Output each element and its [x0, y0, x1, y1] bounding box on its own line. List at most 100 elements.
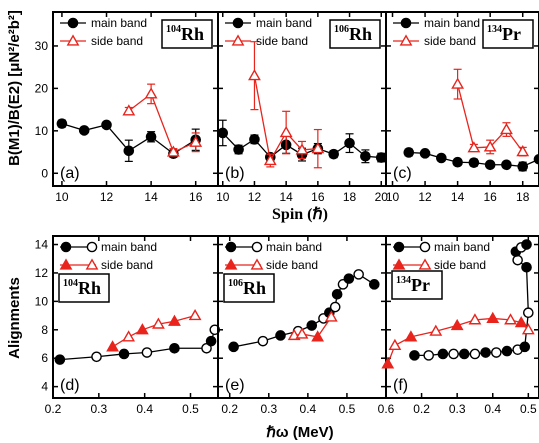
- data-point: [169, 342, 180, 354]
- nucleus-box: [329, 19, 381, 49]
- data-point: [78, 125, 90, 136]
- nucleus-box: [482, 19, 534, 49]
- data-point: [249, 134, 260, 145]
- y-tick-label: 10: [35, 124, 49, 138]
- data-point: [491, 347, 502, 358]
- data-point: [404, 330, 418, 342]
- data-point: [217, 127, 229, 139]
- series-main-band: [403, 147, 539, 172]
- series-main-band: [54, 324, 221, 365]
- series-line: [112, 314, 196, 348]
- data-point: [500, 122, 513, 135]
- nucleus-text: 106Rh: [228, 278, 266, 298]
- x-tick-label: 0.5: [182, 402, 199, 416]
- legend: main band side band: [392, 240, 490, 272]
- data-point: [484, 159, 496, 171]
- x-tick-label: 0.6: [378, 402, 395, 416]
- legend-marker: [393, 241, 405, 253]
- data-point: [91, 351, 102, 363]
- legend-marker: [67, 17, 79, 29]
- data-point: [141, 347, 153, 358]
- legend: main band side band: [225, 16, 312, 48]
- legend-label: side band: [434, 258, 486, 272]
- nucleus-mass: 104: [166, 24, 181, 35]
- panel-f: 0.6 0.2 0.3 0.4 0.5 main band side band 134Pr (f…: [378, 235, 539, 416]
- legend-label: main band: [266, 240, 322, 254]
- x-tick-label: 12: [248, 190, 262, 204]
- series-line: [387, 317, 529, 365]
- x-tick-label: 0.4: [136, 402, 153, 416]
- panel-tag: (e): [225, 377, 245, 394]
- legend-marker: [392, 258, 406, 270]
- data-point: [188, 308, 202, 321]
- data-point: [512, 254, 523, 266]
- legend-label: main band: [434, 240, 490, 254]
- data-point: [233, 144, 244, 155]
- x-tick-label: 14: [451, 190, 465, 204]
- nucleus-symbol: Pr: [502, 24, 521, 44]
- y-tick-label: 14: [35, 238, 49, 252]
- x-tick-label: 12: [418, 190, 432, 204]
- data-point: [436, 152, 447, 164]
- nucleus-mass: 134: [396, 275, 411, 286]
- data-point: [122, 104, 136, 116]
- x-tick-label: 0.2: [45, 402, 62, 416]
- data-point: [504, 313, 517, 325]
- data-point: [123, 145, 135, 157]
- nucleus-symbol: Pr: [411, 275, 430, 295]
- nucleus-symbol: Rh: [243, 278, 266, 298]
- legend-marker: [419, 241, 431, 253]
- legend-label: side band: [424, 34, 476, 48]
- data-point: [486, 311, 500, 324]
- data-point: [519, 341, 531, 353]
- nucleus-box: [391, 270, 443, 300]
- data-point: [375, 152, 387, 163]
- data-point: [429, 324, 443, 336]
- data-point: [152, 317, 165, 329]
- x-tick-label: 12: [100, 190, 114, 204]
- panel-b: 10 12 14 16 18 20 main band side band 106Rh (b): [216, 11, 388, 204]
- legend: main band side band: [224, 240, 322, 272]
- data-point: [228, 341, 239, 353]
- nucleus-mass: 134: [487, 24, 502, 35]
- data-point: [403, 147, 415, 158]
- data-point: [205, 335, 217, 347]
- data-point: [295, 327, 309, 339]
- data-point: [448, 348, 459, 360]
- x-tick-label: 0.5: [520, 402, 537, 416]
- legend-label: side band: [101, 258, 153, 272]
- data-point: [381, 357, 395, 369]
- panel-c: 10 12 14 16 18 main band side band 134Pr (c): [385, 11, 539, 204]
- bottom-x-axis-label: ℏω (MeV): [266, 424, 333, 441]
- y-tick-label: 4: [41, 380, 48, 394]
- data-point: [118, 348, 130, 360]
- legend-label: main band: [424, 16, 480, 30]
- legend-marker: [225, 241, 237, 253]
- series-side-band: [248, 41, 325, 169]
- nucleus-label: 134Pr: [391, 270, 443, 300]
- data-point: [101, 119, 112, 131]
- data-point: [388, 338, 402, 351]
- legend-marker: [60, 241, 72, 253]
- panel-a: 0 10 20 30 10 12 14 16 main band side band 104Rh (a…: [35, 11, 219, 204]
- x-tick-label: 16: [483, 190, 497, 204]
- data-point: [419, 148, 431, 159]
- legend-marker: [232, 17, 244, 29]
- data-point: [344, 137, 355, 149]
- data-point: [145, 131, 157, 143]
- data-point: [248, 69, 261, 81]
- data-point: [469, 348, 481, 360]
- series-line: [128, 92, 196, 153]
- legend-marker: [86, 241, 98, 253]
- data-point: [360, 150, 371, 162]
- y-tick-label: 30: [35, 39, 49, 53]
- legend-marker: [399, 34, 413, 46]
- x-tick-label: 10: [216, 190, 230, 204]
- nucleus-text: 104Rh: [166, 24, 204, 44]
- data-point: [480, 347, 491, 358]
- series-side-band: [451, 68, 530, 157]
- data-point: [368, 279, 380, 290]
- data-point: [501, 159, 512, 171]
